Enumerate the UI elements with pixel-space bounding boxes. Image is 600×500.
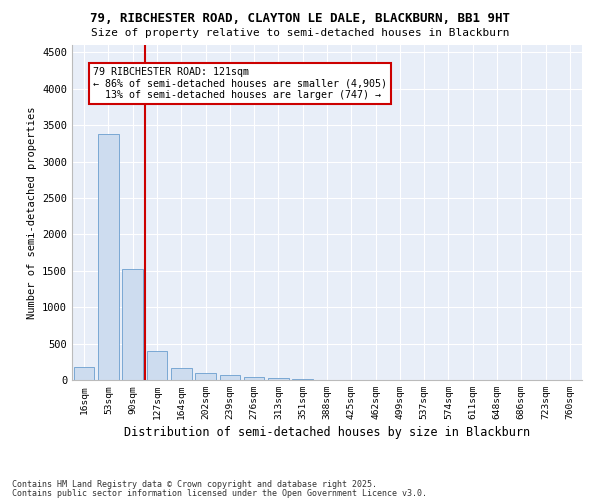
Y-axis label: Number of semi-detached properties: Number of semi-detached properties [26,106,37,319]
Text: 79 RIBCHESTER ROAD: 121sqm
← 86% of semi-detached houses are smaller (4,905)
  1: 79 RIBCHESTER ROAD: 121sqm ← 86% of semi… [92,67,386,100]
Bar [74,366,94,380]
Text: Contains public sector information licensed under the Open Government Licence v3: Contains public sector information licen… [12,488,427,498]
Text: Size of property relative to semi-detached houses in Blackburn: Size of property relative to semi-detach… [91,28,509,38]
Bar [220,375,240,380]
Bar [244,376,265,380]
Bar [195,373,216,380]
Bar [98,134,119,380]
Bar [122,270,143,380]
Text: 79, RIBCHESTER ROAD, CLAYTON LE DALE, BLACKBURN, BB1 9HT: 79, RIBCHESTER ROAD, CLAYTON LE DALE, BL… [90,12,510,26]
Bar [146,351,167,380]
Bar [268,378,289,380]
X-axis label: Distribution of semi-detached houses by size in Blackburn: Distribution of semi-detached houses by … [124,426,530,440]
Text: Contains HM Land Registry data © Crown copyright and database right 2025.: Contains HM Land Registry data © Crown c… [12,480,377,489]
Bar [171,368,191,380]
